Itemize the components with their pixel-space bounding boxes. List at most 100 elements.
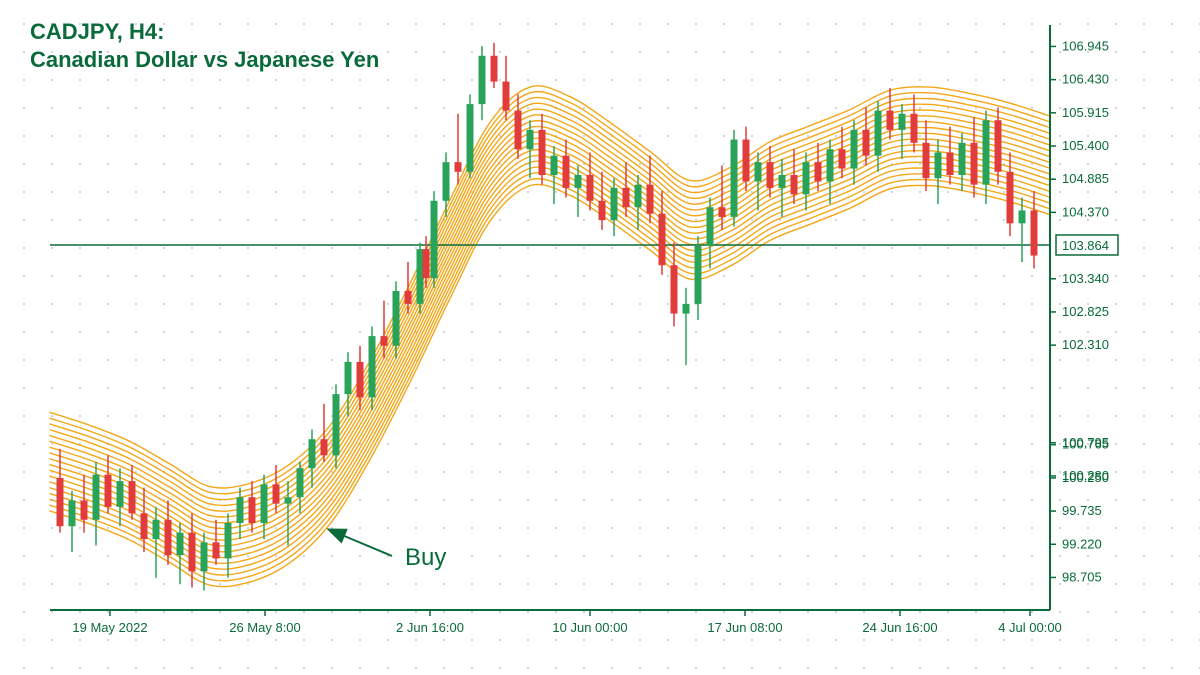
y-tick-label: 102.310	[1062, 337, 1109, 352]
ma-line	[50, 132, 1050, 534]
title-line-2: Canadian Dollar vs Japanese Yen	[30, 46, 379, 74]
ma-line	[50, 179, 1050, 581]
candle-body	[213, 542, 220, 558]
candle-body	[959, 143, 966, 175]
candle-body	[309, 439, 316, 468]
y-tick-label: 99.220	[1062, 536, 1102, 551]
candle-body	[467, 104, 474, 172]
candle-body	[431, 201, 438, 278]
candle-body	[405, 291, 412, 304]
candle-body	[671, 265, 678, 313]
ma-line	[50, 155, 1050, 557]
candle-body	[803, 162, 810, 194]
candle-body	[587, 175, 594, 201]
y-tick-label: 99.735	[1062, 503, 1102, 518]
candle-body	[141, 513, 148, 539]
candle-body	[57, 478, 64, 526]
candle-body	[321, 439, 328, 455]
y-tick-label: 103.340	[1062, 271, 1109, 286]
candle-body	[611, 188, 618, 220]
candle-body	[261, 484, 268, 523]
candle-body	[755, 162, 762, 181]
candle-body	[563, 156, 570, 188]
candle-body	[743, 140, 750, 182]
candle-body	[767, 162, 774, 188]
candle-body	[93, 475, 100, 520]
candlestick-chart: 106.945106.430105.915105.400104.885104.3…	[30, 20, 1170, 650]
candle-body	[515, 111, 522, 150]
ma-line	[50, 161, 1050, 563]
candle-body	[971, 143, 978, 185]
candle-body	[117, 481, 124, 507]
y-tick-label: 100.250	[1062, 470, 1109, 485]
y-tick-label: 106.945	[1062, 38, 1109, 53]
candle-body	[129, 481, 136, 513]
candle-body	[983, 120, 990, 184]
candle-body	[357, 362, 364, 397]
candle-body	[923, 143, 930, 178]
candle-body	[1007, 172, 1014, 224]
candle-body	[635, 185, 642, 208]
x-tick-label: 26 May 8:00	[229, 620, 301, 635]
candle-body	[695, 246, 702, 304]
candle-body	[827, 149, 834, 181]
candle-body	[297, 468, 304, 497]
candle-body	[683, 304, 690, 314]
x-tick-label: 17 Jun 08:00	[707, 620, 782, 635]
candle-body	[423, 249, 430, 278]
candle-body	[69, 500, 76, 526]
candle-body	[815, 162, 822, 181]
candle-body	[249, 497, 256, 523]
y-tick-label: 105.915	[1062, 105, 1109, 120]
title-line-1: CADJPY, H4:	[30, 18, 379, 46]
candle-body	[539, 130, 546, 175]
candle-body	[995, 120, 1002, 172]
candle-body	[189, 533, 196, 572]
candle-body	[719, 207, 726, 217]
candle-body	[599, 201, 606, 220]
x-tick-label: 4 Jul 00:00	[998, 620, 1062, 635]
chart-svg: 106.945106.430105.915105.400104.885104.3…	[30, 20, 1170, 650]
candle-body	[911, 114, 918, 143]
candle-body	[225, 523, 232, 558]
x-tick-label: 24 Jun 16:00	[862, 620, 937, 635]
candle-body	[851, 130, 858, 169]
x-tick-label: 19 May 2022	[72, 620, 147, 635]
candle-body	[659, 214, 666, 266]
candle-body	[779, 175, 786, 188]
candle-body	[707, 207, 714, 246]
candle-body	[503, 82, 510, 111]
candle-body	[105, 475, 112, 507]
candle-body	[165, 520, 172, 555]
candle-body	[1031, 210, 1038, 255]
candle-body	[623, 188, 630, 207]
candle-body	[899, 114, 906, 130]
candle-body	[393, 291, 400, 346]
ma-line	[50, 167, 1050, 569]
candle-body	[791, 175, 798, 194]
candle-body	[81, 500, 88, 519]
y-tick-label: 98.705	[1062, 569, 1102, 584]
candle-body	[551, 156, 558, 175]
y-tick-label: 106.430	[1062, 72, 1109, 87]
candle-body	[575, 175, 582, 188]
candle-body	[935, 152, 942, 178]
candle-body	[443, 162, 450, 201]
candle-body	[875, 111, 882, 156]
candle-body	[273, 484, 280, 503]
candle-body	[381, 336, 388, 346]
candle-body	[491, 56, 498, 82]
y-tick-label: 105.400	[1062, 138, 1109, 153]
candle-body	[731, 140, 738, 217]
candle-body	[237, 497, 244, 523]
candle-body	[947, 152, 954, 175]
chart-title: CADJPY, H4: Canadian Dollar vs Japanese …	[30, 18, 379, 73]
candle-body	[455, 162, 462, 172]
buy-annotation: Buy	[405, 544, 446, 571]
buy-arrow	[330, 530, 392, 556]
candle-body	[153, 520, 160, 539]
candle-body	[863, 130, 870, 156]
ma-line	[50, 144, 1050, 546]
candle-body	[647, 185, 654, 214]
price-tag-label: 103.864	[1062, 238, 1109, 253]
